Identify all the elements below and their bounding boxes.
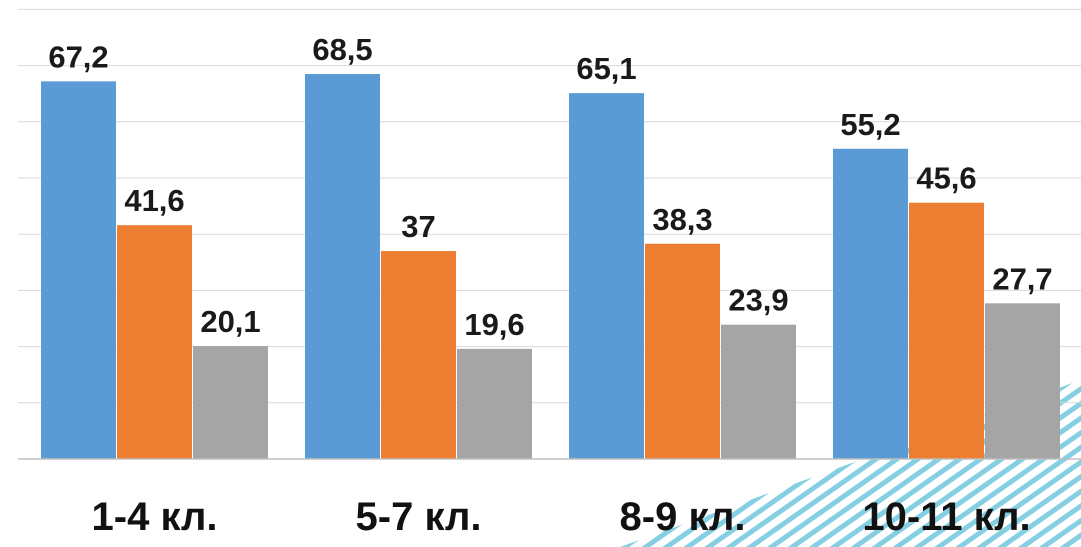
data-label: 38,3 — [652, 202, 712, 237]
data-label: 19,6 — [464, 307, 524, 342]
category-label: 10-11 кл. — [862, 495, 1030, 539]
category-label: 8-9 кл. — [620, 495, 746, 539]
category-label: 5-7 кл. — [356, 495, 482, 539]
data-label: 27,7 — [992, 261, 1052, 296]
data-label: 20,1 — [200, 304, 260, 339]
bar — [909, 202, 984, 459]
bar — [569, 93, 644, 459]
bar — [41, 81, 116, 459]
data-label: 45,6 — [916, 161, 976, 196]
category-labels: 1-4 кл. 5-7 кл. 8-9 кл. 10-11 кл. — [92, 495, 1031, 539]
data-label: 67,2 — [48, 39, 108, 74]
bar — [117, 225, 192, 459]
data-label: 65,1 — [576, 51, 636, 86]
bar — [457, 348, 532, 459]
bar — [721, 324, 796, 459]
data-label: 23,9 — [728, 283, 788, 318]
data-label: 41,6 — [124, 183, 184, 218]
bar — [381, 251, 456, 459]
bar — [305, 74, 380, 459]
bar — [985, 303, 1060, 459]
data-label: 68,5 — [312, 32, 372, 67]
bar — [645, 243, 720, 459]
bar — [833, 148, 908, 459]
data-label: 37 — [401, 209, 435, 244]
data-label: 55,2 — [840, 107, 900, 142]
bars — [41, 74, 1060, 459]
category-label: 1-4 кл. — [92, 495, 218, 539]
value-labels: 67,2 41,6 20,1 68,5 37 19,6 65,1 38,3 23,9 55,2 45… — [48, 32, 1052, 342]
bar — [193, 346, 268, 459]
